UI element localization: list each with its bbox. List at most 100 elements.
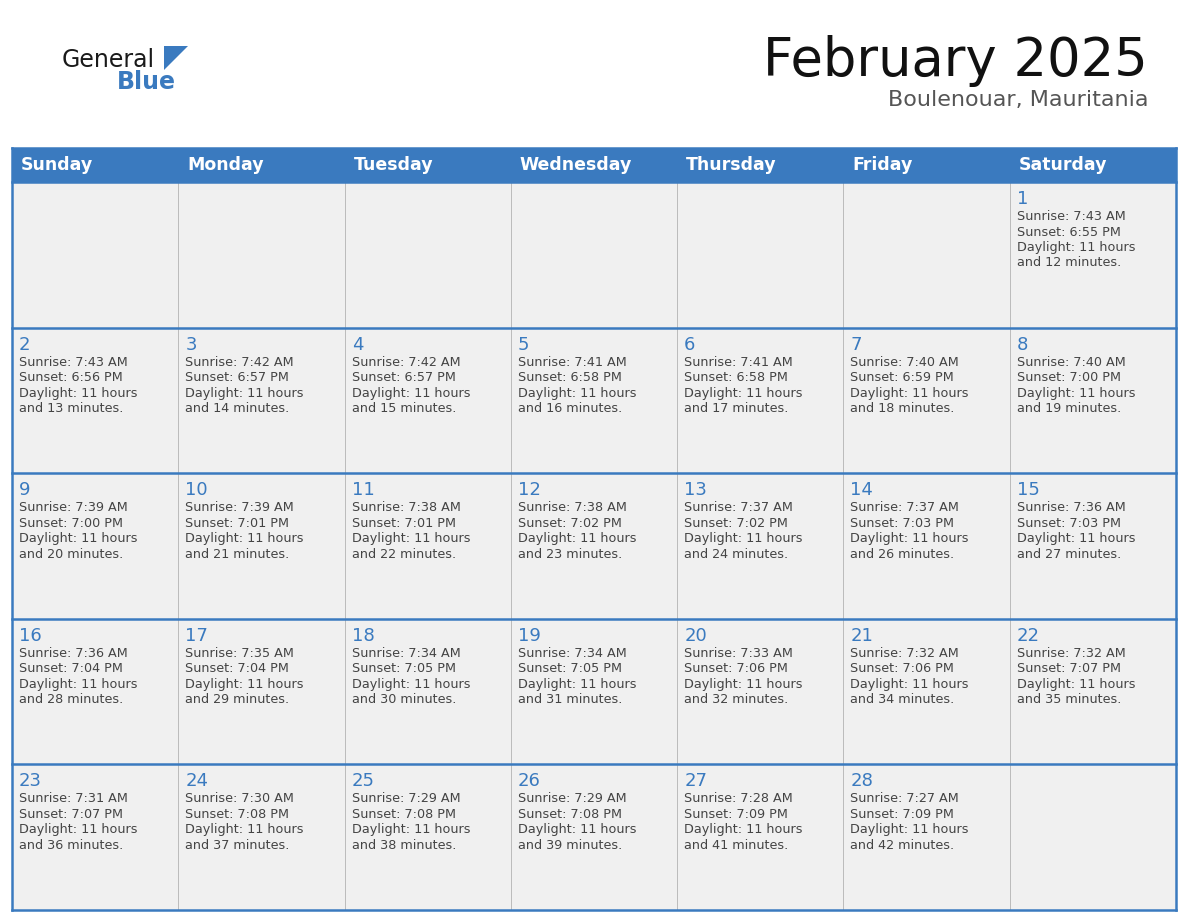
- Text: Sunrise: 7:41 AM: Sunrise: 7:41 AM: [684, 355, 792, 369]
- Text: Sunrise: 7:31 AM: Sunrise: 7:31 AM: [19, 792, 128, 805]
- Text: Sunrise: 7:43 AM: Sunrise: 7:43 AM: [1017, 210, 1125, 223]
- Text: Sunset: 7:05 PM: Sunset: 7:05 PM: [518, 662, 621, 676]
- Text: Sunset: 6:55 PM: Sunset: 6:55 PM: [1017, 226, 1120, 239]
- Text: and 15 minutes.: and 15 minutes.: [352, 402, 456, 415]
- Text: Sunset: 7:03 PM: Sunset: 7:03 PM: [851, 517, 954, 530]
- Text: and 41 minutes.: and 41 minutes.: [684, 839, 789, 852]
- Text: Sunset: 6:57 PM: Sunset: 6:57 PM: [352, 371, 455, 384]
- Text: and 27 minutes.: and 27 minutes.: [1017, 548, 1121, 561]
- Text: Daylight: 11 hours: Daylight: 11 hours: [185, 386, 304, 399]
- Text: Sunrise: 7:27 AM: Sunrise: 7:27 AM: [851, 792, 959, 805]
- Text: Sunrise: 7:43 AM: Sunrise: 7:43 AM: [19, 355, 128, 369]
- Text: and 38 minutes.: and 38 minutes.: [352, 839, 456, 852]
- Text: 5: 5: [518, 336, 530, 353]
- Text: Sunrise: 7:36 AM: Sunrise: 7:36 AM: [1017, 501, 1125, 514]
- Text: 4: 4: [352, 336, 364, 353]
- Bar: [12, 148, 1176, 182]
- Text: and 32 minutes.: and 32 minutes.: [684, 693, 789, 706]
- Text: and 37 minutes.: and 37 minutes.: [185, 839, 290, 852]
- Text: Daylight: 11 hours: Daylight: 11 hours: [518, 823, 637, 836]
- Text: and 18 minutes.: and 18 minutes.: [851, 402, 955, 415]
- Text: Sunset: 6:56 PM: Sunset: 6:56 PM: [19, 371, 122, 384]
- Text: 23: 23: [19, 772, 42, 790]
- Text: Sunrise: 7:30 AM: Sunrise: 7:30 AM: [185, 792, 295, 805]
- Text: Sunset: 7:08 PM: Sunset: 7:08 PM: [185, 808, 290, 821]
- Text: Daylight: 11 hours: Daylight: 11 hours: [1017, 532, 1136, 545]
- Bar: [12, 182, 1176, 910]
- Text: Daylight: 11 hours: Daylight: 11 hours: [518, 386, 637, 399]
- Text: 16: 16: [19, 627, 42, 644]
- Text: Daylight: 11 hours: Daylight: 11 hours: [518, 677, 637, 691]
- Text: Saturday: Saturday: [1019, 156, 1107, 174]
- Text: Daylight: 11 hours: Daylight: 11 hours: [518, 532, 637, 545]
- Text: 11: 11: [352, 481, 374, 499]
- Text: Friday: Friday: [853, 156, 912, 174]
- Text: Sunrise: 7:32 AM: Sunrise: 7:32 AM: [851, 647, 959, 660]
- Text: Boulenouar, Mauritania: Boulenouar, Mauritania: [887, 90, 1148, 110]
- Text: Sunset: 7:08 PM: Sunset: 7:08 PM: [518, 808, 621, 821]
- Text: Sunset: 7:02 PM: Sunset: 7:02 PM: [684, 517, 788, 530]
- Text: February 2025: February 2025: [763, 35, 1148, 87]
- Polygon shape: [164, 46, 188, 70]
- Text: Sunset: 6:59 PM: Sunset: 6:59 PM: [851, 371, 954, 384]
- Text: Sunrise: 7:29 AM: Sunrise: 7:29 AM: [518, 792, 626, 805]
- Text: Daylight: 11 hours: Daylight: 11 hours: [185, 823, 304, 836]
- Text: Sunset: 7:09 PM: Sunset: 7:09 PM: [851, 808, 954, 821]
- Text: Sunrise: 7:42 AM: Sunrise: 7:42 AM: [185, 355, 293, 369]
- Text: Daylight: 11 hours: Daylight: 11 hours: [851, 532, 969, 545]
- Text: Sunrise: 7:40 AM: Sunrise: 7:40 AM: [1017, 355, 1125, 369]
- Text: 17: 17: [185, 627, 208, 644]
- Text: 21: 21: [851, 627, 873, 644]
- Text: and 12 minutes.: and 12 minutes.: [1017, 256, 1121, 270]
- Text: 7: 7: [851, 336, 862, 353]
- Text: Sunset: 6:58 PM: Sunset: 6:58 PM: [684, 371, 788, 384]
- Text: 13: 13: [684, 481, 707, 499]
- Text: 9: 9: [19, 481, 31, 499]
- Text: Sunrise: 7:33 AM: Sunrise: 7:33 AM: [684, 647, 794, 660]
- Text: Sunset: 7:00 PM: Sunset: 7:00 PM: [1017, 371, 1120, 384]
- Text: 8: 8: [1017, 336, 1028, 353]
- Text: Sunrise: 7:39 AM: Sunrise: 7:39 AM: [185, 501, 295, 514]
- Text: 1: 1: [1017, 190, 1028, 208]
- Text: Sunset: 7:07 PM: Sunset: 7:07 PM: [1017, 662, 1120, 676]
- Text: Sunrise: 7:34 AM: Sunrise: 7:34 AM: [352, 647, 460, 660]
- Text: Sunset: 7:09 PM: Sunset: 7:09 PM: [684, 808, 788, 821]
- Text: 19: 19: [518, 627, 541, 644]
- Text: 25: 25: [352, 772, 374, 790]
- Text: Sunrise: 7:36 AM: Sunrise: 7:36 AM: [19, 647, 128, 660]
- Text: and 30 minutes.: and 30 minutes.: [352, 693, 456, 706]
- Text: Sunset: 7:03 PM: Sunset: 7:03 PM: [1017, 517, 1120, 530]
- Text: Sunrise: 7:32 AM: Sunrise: 7:32 AM: [1017, 647, 1125, 660]
- Text: 28: 28: [851, 772, 873, 790]
- Text: Sunset: 6:58 PM: Sunset: 6:58 PM: [518, 371, 621, 384]
- Text: and 13 minutes.: and 13 minutes.: [19, 402, 124, 415]
- Text: Sunrise: 7:38 AM: Sunrise: 7:38 AM: [352, 501, 461, 514]
- Text: Sunday: Sunday: [21, 156, 93, 174]
- Text: Daylight: 11 hours: Daylight: 11 hours: [19, 823, 138, 836]
- Text: and 17 minutes.: and 17 minutes.: [684, 402, 789, 415]
- Text: Sunrise: 7:37 AM: Sunrise: 7:37 AM: [684, 501, 794, 514]
- Text: Sunrise: 7:29 AM: Sunrise: 7:29 AM: [352, 792, 460, 805]
- Text: Daylight: 11 hours: Daylight: 11 hours: [684, 532, 803, 545]
- Text: 10: 10: [185, 481, 208, 499]
- Text: Daylight: 11 hours: Daylight: 11 hours: [1017, 386, 1136, 399]
- Text: and 31 minutes.: and 31 minutes.: [518, 693, 623, 706]
- Text: 3: 3: [185, 336, 197, 353]
- Text: and 35 minutes.: and 35 minutes.: [1017, 693, 1121, 706]
- Text: Daylight: 11 hours: Daylight: 11 hours: [1017, 241, 1136, 254]
- Text: and 14 minutes.: and 14 minutes.: [185, 402, 290, 415]
- Text: and 42 minutes.: and 42 minutes.: [851, 839, 954, 852]
- Text: and 21 minutes.: and 21 minutes.: [185, 548, 290, 561]
- Text: and 20 minutes.: and 20 minutes.: [19, 548, 124, 561]
- Text: Sunset: 7:08 PM: Sunset: 7:08 PM: [352, 808, 455, 821]
- Text: and 36 minutes.: and 36 minutes.: [19, 839, 124, 852]
- Text: 20: 20: [684, 627, 707, 644]
- Text: 15: 15: [1017, 481, 1040, 499]
- Text: Sunrise: 7:34 AM: Sunrise: 7:34 AM: [518, 647, 626, 660]
- Text: Sunset: 7:04 PM: Sunset: 7:04 PM: [185, 662, 289, 676]
- Text: Sunrise: 7:37 AM: Sunrise: 7:37 AM: [851, 501, 959, 514]
- Text: Wednesday: Wednesday: [520, 156, 632, 174]
- Text: and 23 minutes.: and 23 minutes.: [518, 548, 623, 561]
- Text: Daylight: 11 hours: Daylight: 11 hours: [352, 532, 470, 545]
- Text: 12: 12: [518, 481, 541, 499]
